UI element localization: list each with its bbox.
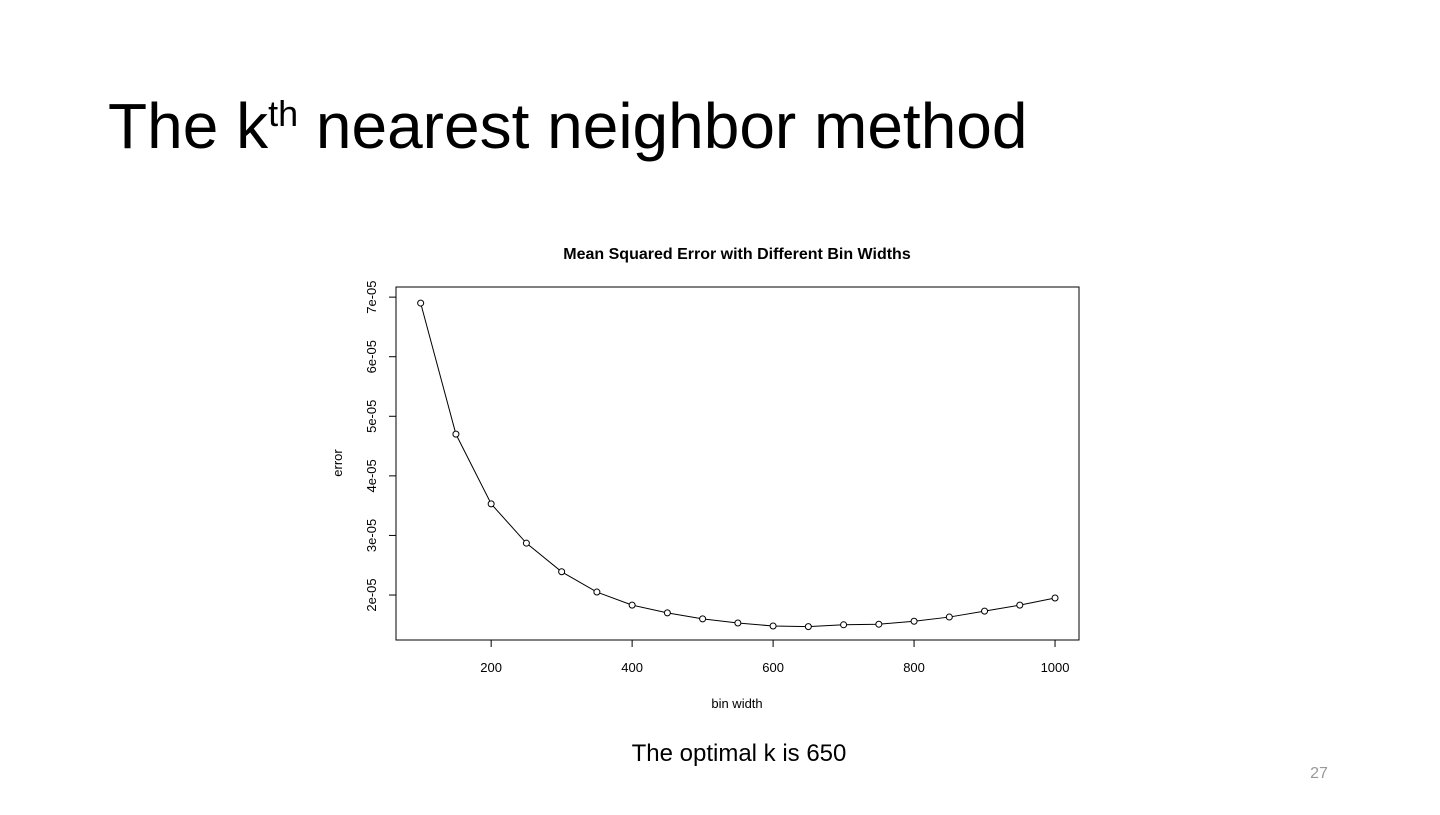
- data-point: [945, 613, 953, 621]
- series-line: [420, 302, 1056, 628]
- y-axis-label: error: [330, 449, 345, 477]
- y-tick-label: 6e-05: [364, 340, 379, 373]
- data-point: [593, 588, 601, 596]
- data-point: [558, 568, 566, 576]
- x-axis-label: bin width: [711, 696, 762, 711]
- data-point: [452, 430, 460, 438]
- data-point: [910, 617, 918, 625]
- data-point: [875, 620, 883, 628]
- chart-title: Mean Squared Error with Different Bin Wi…: [563, 246, 911, 263]
- data-point: [663, 609, 671, 617]
- data-point: [417, 299, 425, 307]
- caption: The optimal k is 650: [632, 740, 847, 767]
- x-tick-label: 800: [903, 660, 925, 675]
- title-main: The k: [108, 90, 269, 162]
- title-rest: nearest neighbor method: [298, 90, 1027, 162]
- data-point: [628, 601, 636, 609]
- y-tick-label: 3e-05: [364, 519, 379, 552]
- data-point: [522, 539, 530, 547]
- plot-frame: [395, 286, 1080, 641]
- x-tick-label: 400: [621, 660, 643, 675]
- data-point: [699, 615, 707, 623]
- data-point: [487, 500, 495, 508]
- data-point: [840, 621, 848, 629]
- data-point: [1016, 601, 1024, 609]
- y-tick-label: 2e-05: [364, 578, 379, 611]
- data-point: [981, 607, 989, 615]
- y-tick-label: 5e-05: [364, 400, 379, 433]
- data-point: [734, 619, 742, 627]
- page-number: 27: [1310, 765, 1328, 782]
- data-point: [1051, 594, 1059, 602]
- data-point: [804, 623, 812, 631]
- x-tick-label: 600: [762, 660, 784, 675]
- y-tick-label: 7e-05: [364, 281, 379, 314]
- slide-title: The kth nearest neighbor method: [108, 90, 1027, 162]
- x-tick-label: 200: [480, 660, 502, 675]
- y-tick-label: 4e-05: [364, 459, 379, 492]
- data-point: [769, 622, 777, 630]
- title-sup: th: [268, 93, 298, 134]
- x-tick-label: 1000: [1041, 660, 1070, 675]
